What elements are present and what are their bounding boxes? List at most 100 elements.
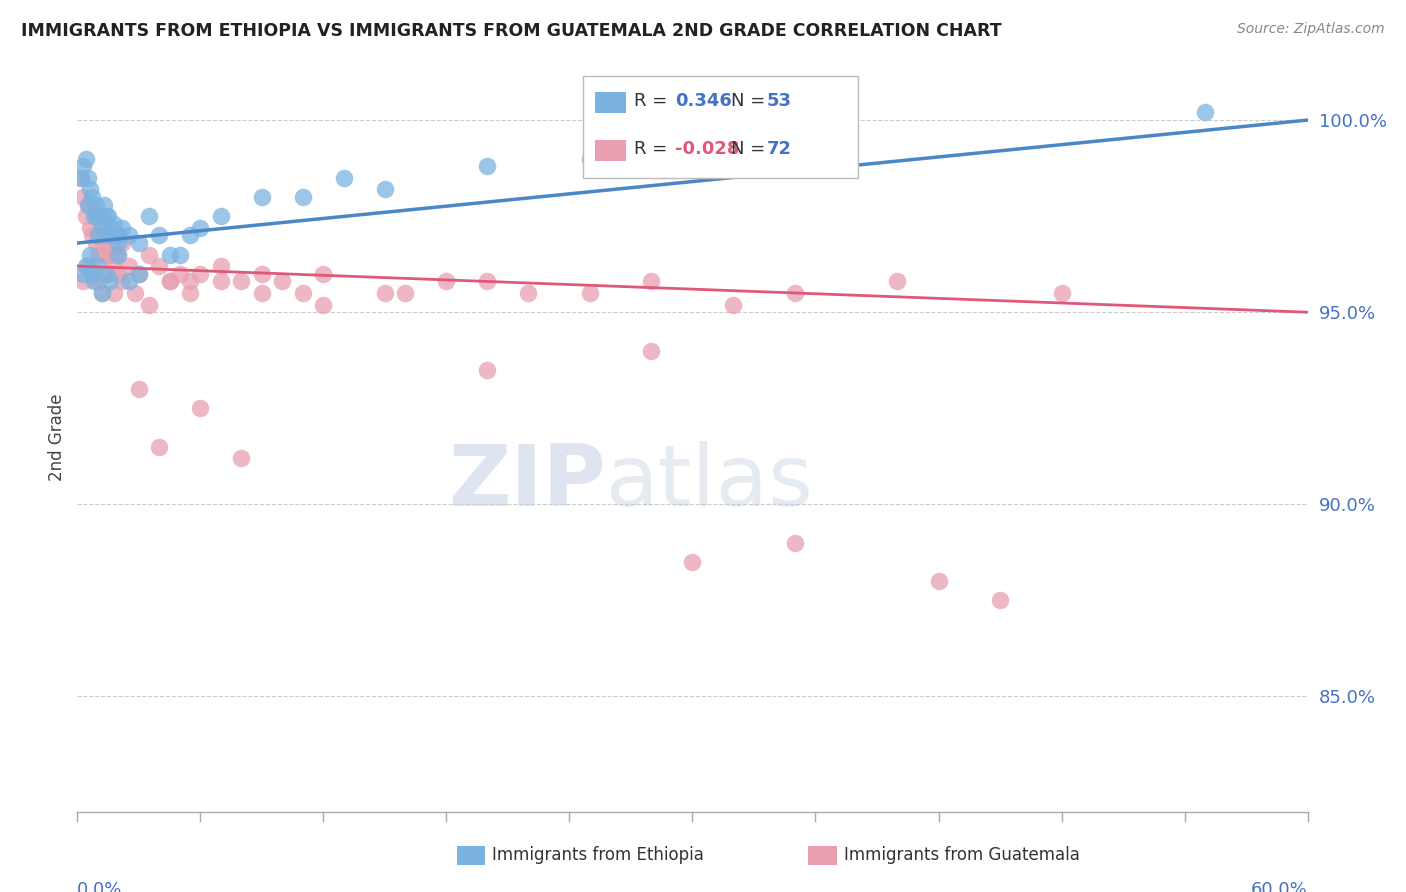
Text: 0.0%: 0.0% [77, 881, 122, 892]
Point [103, 259, 125, 273]
Point [107, 267, 129, 281]
Point [250, 267, 273, 281]
Point [148, 259, 170, 273]
Point [250, 190, 273, 204]
Point [138, 297, 160, 311]
Point [436, 275, 458, 289]
Point [188, 401, 212, 416]
Point [128, 235, 150, 250]
Point [97, 209, 120, 223]
Text: N =: N = [731, 140, 770, 158]
Point [333, 170, 356, 185]
Point [107, 228, 129, 243]
Point [97, 228, 120, 243]
Point [159, 247, 181, 261]
Point [103, 217, 125, 231]
Point [72, 267, 94, 281]
Point [79, 220, 101, 235]
Point [111, 235, 134, 250]
Point [87, 259, 110, 273]
Point [188, 220, 212, 235]
Point [90, 235, 114, 250]
Point [291, 190, 314, 204]
Point [117, 259, 139, 273]
Point [111, 220, 134, 235]
Text: atlas: atlas [606, 441, 814, 524]
Point [138, 209, 160, 223]
Point [98, 247, 121, 261]
Point [79, 247, 101, 261]
Text: ZIP: ZIP [449, 441, 606, 524]
Point [70, 170, 93, 185]
Point [83, 209, 105, 223]
Point [94, 267, 117, 281]
Point [312, 267, 335, 281]
Point [72, 159, 94, 173]
Point [1050, 285, 1073, 300]
Point [105, 228, 128, 243]
Point [89, 220, 111, 235]
Point [107, 235, 129, 250]
Point [80, 190, 103, 204]
Point [97, 228, 120, 243]
Point [94, 209, 117, 223]
Point [83, 275, 105, 289]
Point [117, 275, 139, 289]
Point [128, 267, 150, 281]
Text: -0.028: -0.028 [675, 140, 740, 158]
Point [517, 285, 540, 300]
Point [179, 228, 201, 243]
Point [101, 228, 124, 243]
Point [250, 285, 273, 300]
Point [988, 593, 1011, 607]
Point [107, 247, 129, 261]
Point [148, 440, 170, 454]
Point [84, 197, 107, 211]
Point [169, 247, 191, 261]
Text: 53: 53 [766, 92, 792, 110]
Point [640, 343, 662, 358]
Point [179, 275, 201, 289]
Point [477, 275, 499, 289]
Point [682, 555, 704, 569]
Point [374, 182, 396, 196]
Point [84, 235, 107, 250]
Point [682, 132, 704, 146]
Point [80, 228, 103, 243]
Point [75, 259, 97, 273]
Point [87, 228, 110, 243]
Text: IMMIGRANTS FROM ETHIOPIA VS IMMIGRANTS FROM GUATEMALA 2ND GRADE CORRELATION CHAR: IMMIGRANTS FROM ETHIOPIA VS IMMIGRANTS F… [21, 22, 1001, 40]
Point [579, 152, 602, 166]
Point [75, 152, 97, 166]
Point [640, 275, 662, 289]
Text: 0.346: 0.346 [675, 92, 731, 110]
Text: Immigrants from Ethiopia: Immigrants from Ethiopia [492, 847, 704, 864]
Text: R =: R = [634, 140, 673, 158]
Point [70, 170, 93, 185]
Point [72, 275, 94, 289]
Text: N =: N = [731, 92, 770, 110]
Point [1194, 105, 1216, 120]
Point [374, 285, 396, 300]
Point [97, 267, 120, 281]
Point [90, 285, 114, 300]
Point [159, 275, 181, 289]
Point [76, 197, 98, 211]
Text: Source: ZipAtlas.com: Source: ZipAtlas.com [1237, 22, 1385, 37]
Point [117, 228, 139, 243]
Point [209, 259, 232, 273]
Point [231, 275, 253, 289]
Point [179, 285, 201, 300]
Point [169, 267, 191, 281]
Point [128, 382, 150, 396]
Point [209, 275, 232, 289]
Text: Immigrants from Guatemala: Immigrants from Guatemala [844, 847, 1080, 864]
Point [98, 220, 121, 235]
Point [98, 275, 121, 289]
Point [579, 285, 602, 300]
Point [723, 297, 745, 311]
Point [94, 247, 117, 261]
Point [76, 197, 98, 211]
Text: R =: R = [634, 92, 673, 110]
Point [87, 209, 110, 223]
